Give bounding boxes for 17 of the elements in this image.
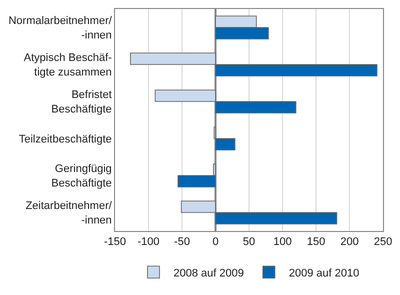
y-tick-label: Zeitarbeitnehmer/ -innen <box>26 200 113 226</box>
x-tick-label: 0 <box>212 236 219 248</box>
legend-label: 2009 auf 2010 <box>288 267 360 280</box>
x-tick-label: 250 <box>374 236 392 248</box>
x-tick-label: 50 <box>242 236 256 248</box>
x-tick-label: 200 <box>340 236 359 248</box>
y-tick-label: Atypisch Beschäf- tigte zusammen <box>24 52 112 78</box>
x-tick-label: -100 <box>137 236 160 248</box>
y-tick-label: Teilzeitbeschäftigte <box>18 133 112 146</box>
y-tick-label: Geringfügig Beschäftigte <box>51 163 112 190</box>
x-tick-label: 100 <box>273 236 292 248</box>
legend-label: 2008 auf 2009 <box>174 267 244 280</box>
y-tick-label: Normalarbeitnehmer/ -innen <box>8 15 113 42</box>
x-tick-label: 150 <box>306 236 326 248</box>
x-tick-label: -50 <box>174 236 190 248</box>
y-tick-label: Befristet Beschäftigte <box>51 89 112 116</box>
x-tick-label: -150 <box>104 236 126 248</box>
